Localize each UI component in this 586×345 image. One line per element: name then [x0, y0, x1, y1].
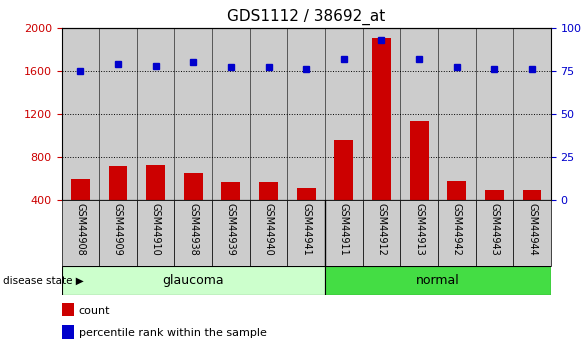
Text: GSM44941: GSM44941 — [301, 203, 311, 256]
Text: GSM44912: GSM44912 — [376, 203, 386, 256]
Bar — [438, 28, 476, 200]
Text: normal: normal — [416, 274, 460, 287]
Bar — [137, 28, 175, 200]
Bar — [476, 200, 513, 266]
Bar — [146, 165, 165, 243]
Text: GSM44908: GSM44908 — [76, 203, 86, 256]
Bar — [99, 28, 137, 200]
Bar — [259, 182, 278, 243]
Bar — [372, 38, 391, 243]
Bar — [513, 28, 551, 200]
Text: glaucoma: glaucoma — [162, 274, 224, 287]
Bar — [62, 266, 325, 295]
Bar — [212, 28, 250, 200]
Bar — [400, 200, 438, 266]
Bar — [250, 200, 287, 266]
Bar — [513, 200, 551, 266]
Text: GSM44911: GSM44911 — [339, 203, 349, 256]
Bar — [222, 182, 240, 243]
Bar — [447, 181, 466, 243]
Text: GSM44942: GSM44942 — [452, 203, 462, 256]
Title: GDS1112 / 38692_at: GDS1112 / 38692_at — [227, 9, 386, 25]
Bar — [297, 188, 316, 243]
Bar — [62, 28, 99, 200]
Bar — [108, 166, 127, 243]
Text: GSM44943: GSM44943 — [489, 203, 499, 256]
Text: GSM44913: GSM44913 — [414, 203, 424, 256]
Bar — [400, 28, 438, 200]
Bar — [62, 325, 74, 339]
Bar — [410, 121, 428, 243]
Bar — [99, 200, 137, 266]
Bar — [62, 200, 99, 266]
Text: GSM44944: GSM44944 — [527, 203, 537, 256]
Bar — [250, 28, 287, 200]
Bar — [287, 200, 325, 266]
Bar — [212, 200, 250, 266]
Bar — [175, 28, 212, 200]
Bar — [71, 179, 90, 243]
Bar — [175, 200, 212, 266]
Bar — [325, 266, 551, 295]
Bar — [363, 200, 400, 266]
Text: GSM44909: GSM44909 — [113, 203, 123, 256]
Text: percentile rank within the sample: percentile rank within the sample — [79, 328, 267, 338]
Text: GSM44910: GSM44910 — [151, 203, 161, 256]
Bar — [325, 200, 363, 266]
Bar — [363, 28, 400, 200]
Bar — [325, 28, 363, 200]
Text: GSM44939: GSM44939 — [226, 203, 236, 256]
Bar — [438, 200, 476, 266]
Bar — [287, 28, 325, 200]
Text: GSM44940: GSM44940 — [264, 203, 274, 256]
Text: disease state ▶: disease state ▶ — [3, 275, 84, 285]
Bar — [184, 173, 203, 243]
Bar — [476, 28, 513, 200]
Text: GSM44938: GSM44938 — [188, 203, 198, 256]
Text: count: count — [79, 306, 110, 316]
Bar — [137, 200, 175, 266]
Bar — [485, 190, 504, 243]
Bar — [62, 303, 74, 316]
Bar — [523, 190, 541, 243]
Bar — [335, 140, 353, 243]
